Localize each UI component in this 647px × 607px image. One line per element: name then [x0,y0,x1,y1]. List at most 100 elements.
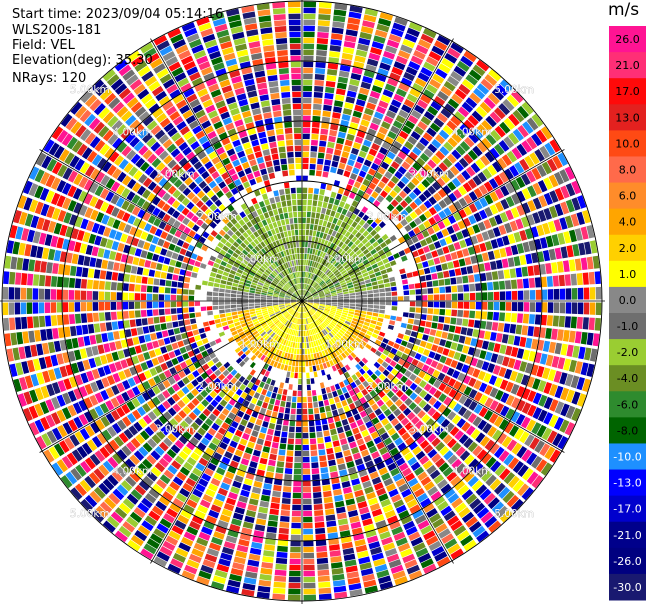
velocity-gate [498,486,511,499]
velocity-gate [274,308,280,312]
velocity-gate [319,281,325,286]
velocity-gate [248,498,259,506]
velocity-gate [493,312,500,321]
velocity-gate [576,316,583,329]
velocity-gate [552,155,563,169]
velocity-gate [400,209,409,218]
velocity-gate [291,335,295,342]
velocity-gate [247,466,257,475]
velocity-gate [260,296,267,299]
velocity-gate [111,168,122,180]
velocity-gate [336,308,343,312]
velocity-gate [321,266,327,272]
velocity-gate [180,509,192,520]
velocity-gate [378,284,385,289]
velocity-gate [230,301,237,305]
velocity-gate [414,466,425,477]
velocity-gate [316,431,323,438]
velocity-gate [249,260,256,266]
velocity-gate [254,298,261,301]
velocity-gate [282,287,288,292]
velocity-gate [322,171,329,178]
velocity-gate [488,178,499,189]
velocity-gate [105,191,115,202]
velocity-gate [42,342,50,355]
velocity-gate [194,334,201,342]
velocity-gate [289,316,293,322]
velocity-gate [201,472,212,482]
velocity-gate [341,418,349,426]
velocity-gate [329,311,335,316]
velocity-gate [371,417,380,425]
velocity-gate [438,162,448,172]
velocity-gate [81,442,93,455]
velocity-gate [112,219,121,230]
velocity-gate [359,506,370,515]
velocity-gate [370,277,377,282]
velocity-gate [458,83,471,95]
velocity-gate [90,381,99,393]
velocity-gate [96,432,108,445]
velocity-gate [419,152,430,163]
velocity-gate [110,409,121,421]
velocity-gate [305,271,308,278]
velocity-gate [273,341,278,348]
velocity-gate [195,384,204,393]
velocity-gate [487,164,498,176]
velocity-gate [302,151,310,158]
velocity-gate [211,536,223,546]
velocity-gate [438,528,451,539]
velocity-gate [182,295,189,301]
velocity-gate [84,132,96,145]
velocity-gate [253,277,260,282]
velocity-gate [282,310,288,315]
velocity-gate [256,438,264,446]
velocity-gate [287,321,291,328]
velocity-gate [190,421,200,431]
velocity-gate [256,386,263,394]
velocity-gate [390,467,400,477]
velocity-gate [294,330,298,336]
velocity-gate [215,525,227,534]
velocity-gate [242,249,249,256]
velocity-gate [110,511,124,524]
velocity-gate [444,103,456,114]
velocity-gate [307,247,311,254]
velocity-gate [239,319,246,325]
velocity-gate [323,310,329,315]
velocity-gate [379,301,386,305]
velocity-gate [239,277,246,283]
velocity-gate [340,337,346,343]
velocity-gate [458,209,467,219]
velocity-gate [64,437,75,450]
velocity-gate [267,292,273,295]
velocity-gate [268,514,279,522]
velocity-gate [15,272,22,285]
velocity-gate [375,519,387,529]
velocity-gate [216,404,224,412]
velocity-gate [95,379,105,390]
velocity-gate [540,314,547,326]
velocity-gate [408,364,416,372]
velocity-gate [489,191,499,202]
velocity-gate [344,320,351,325]
velocity-gate [213,314,220,320]
velocity-gate [334,199,340,206]
velocity-gate [395,457,406,467]
velocity-gate [68,290,75,300]
velocity-gate [278,282,284,287]
velocity-gate [403,71,415,82]
velocity-gate [369,90,381,99]
velocity-gate [336,219,343,226]
velocity-gate [313,295,319,298]
velocity-gate [298,372,302,379]
velocity-gate [462,217,471,227]
velocity-gate [2,286,9,300]
velocity-gate [224,305,231,309]
velocity-gate [564,421,575,436]
velocity-gate [308,420,315,427]
velocity-gate [397,442,407,451]
velocity-gate [503,472,516,485]
velocity-gate [347,354,354,361]
velocity-gate [263,415,271,422]
